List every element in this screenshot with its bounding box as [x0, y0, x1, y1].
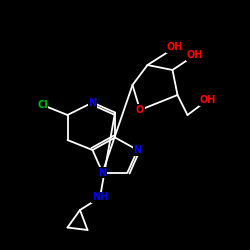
Text: N: N	[98, 168, 106, 177]
Text: NH: NH	[92, 192, 108, 202]
Text: OH: OH	[187, 50, 203, 60]
Text: N: N	[134, 145, 141, 155]
Text: Cl: Cl	[37, 100, 48, 110]
Text: OH: OH	[167, 42, 183, 52]
Text: N: N	[88, 98, 96, 108]
Text: O: O	[136, 105, 144, 115]
Text: OH: OH	[199, 95, 216, 105]
